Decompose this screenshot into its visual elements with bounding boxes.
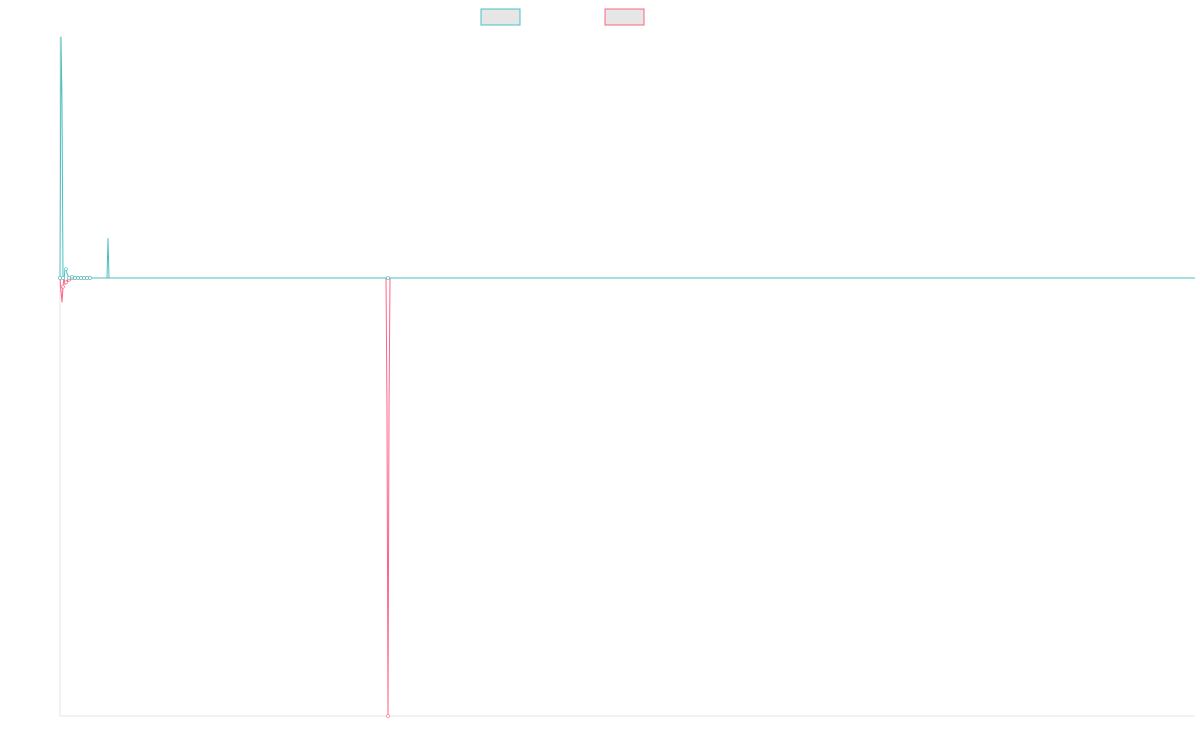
series-2-point	[64, 280, 68, 285]
series-1-point	[67, 276, 71, 280]
legend	[480, 8, 645, 26]
legend-swatch-2[interactable]	[604, 8, 645, 26]
series-1-point	[76, 276, 80, 280]
series-line-2	[59, 277, 1195, 717]
series-1-point	[58, 276, 62, 280]
series-2-point	[61, 284, 65, 289]
series-1-point	[73, 276, 77, 280]
legend-swatch-1[interactable]	[480, 8, 521, 26]
series-1-point	[85, 276, 89, 280]
series-line-1	[59, 36, 1195, 281]
axes	[59, 37, 1195, 717]
series-1-point	[88, 276, 92, 280]
series-2-point	[386, 714, 390, 718]
series-1-point	[61, 276, 65, 280]
series-1-point	[386, 276, 390, 280]
series-1-point	[70, 274, 74, 279]
series-1-point	[82, 276, 86, 280]
series-layer	[58, 36, 1195, 718]
series-1-point	[79, 276, 83, 280]
series-1-point	[64, 267, 68, 271]
